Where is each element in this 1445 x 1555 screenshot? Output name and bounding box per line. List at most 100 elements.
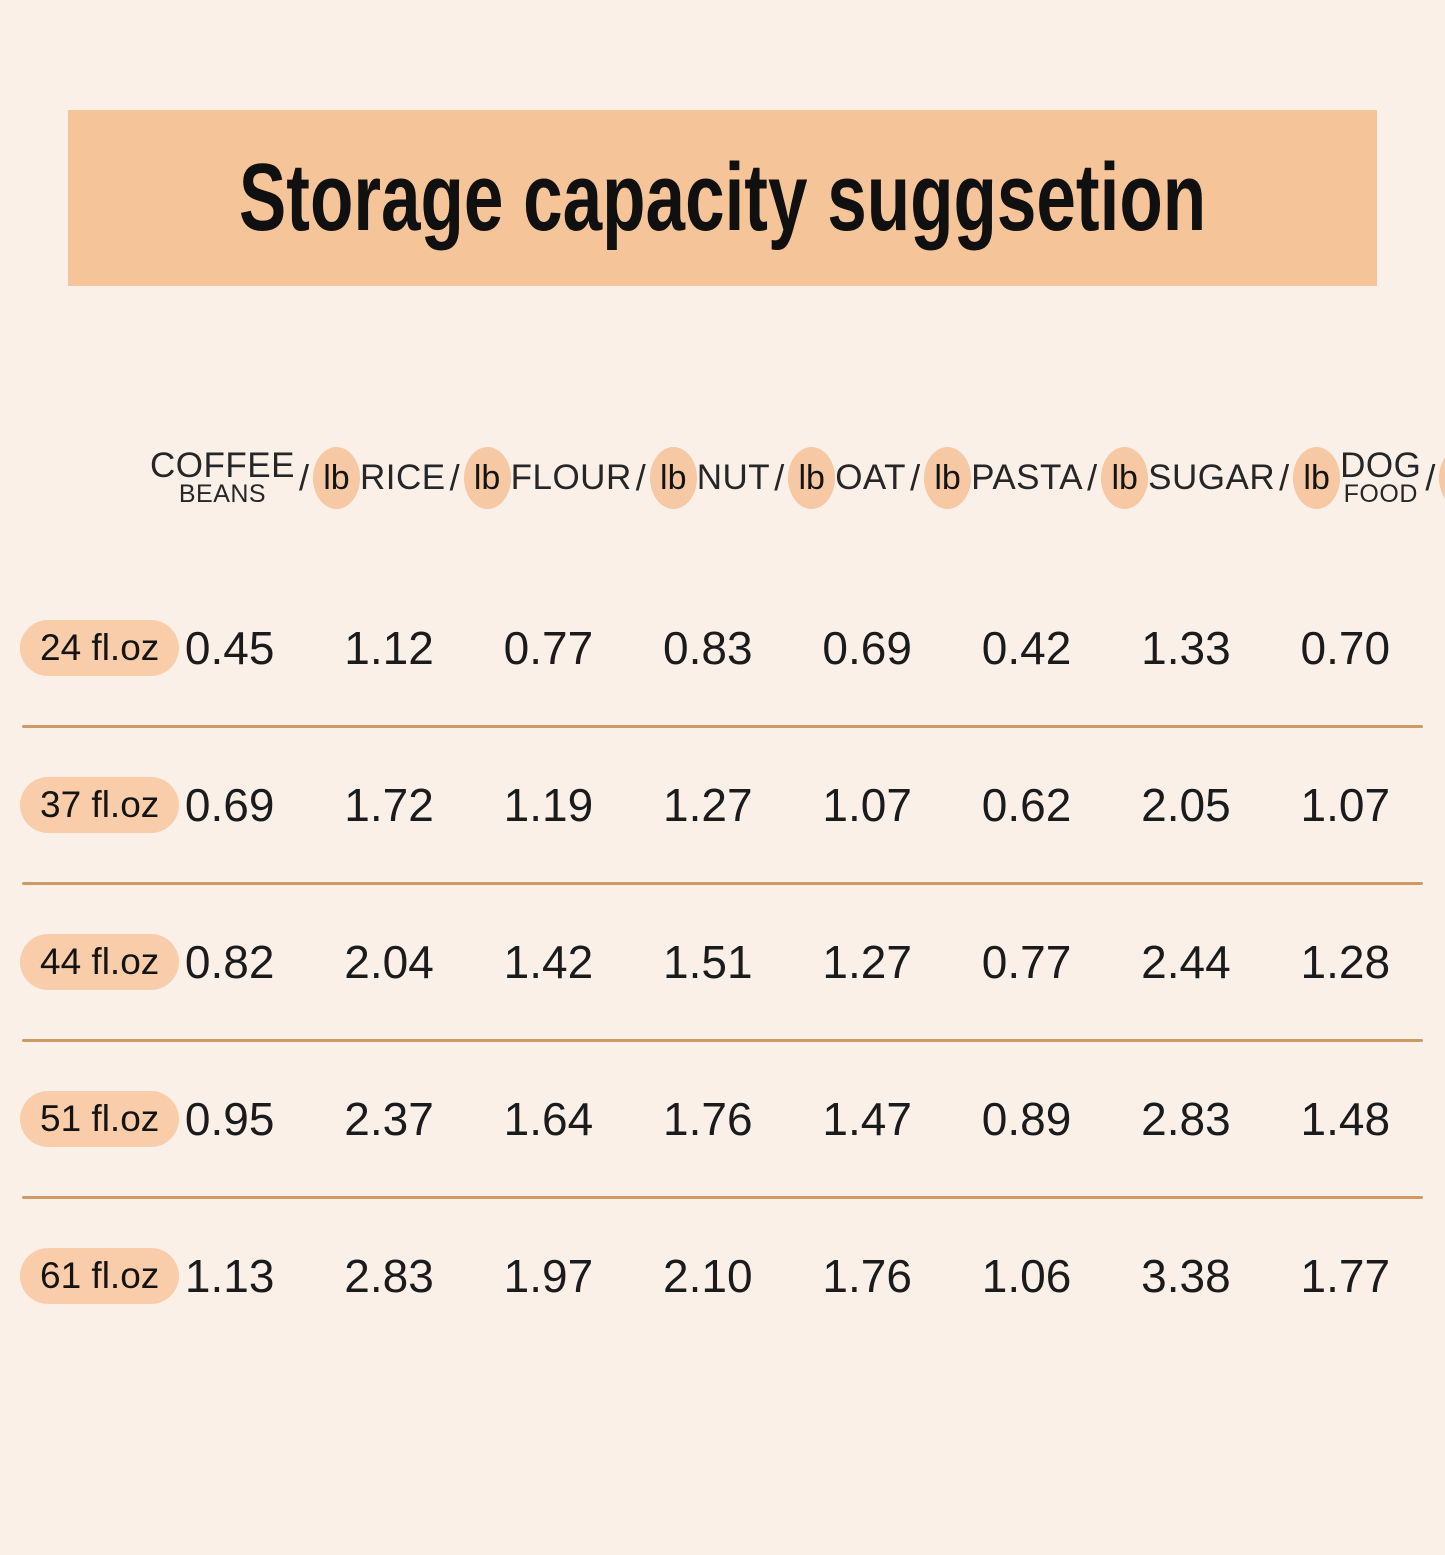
row-label: 61 fl.oz: [20, 1248, 180, 1304]
cell-value: 1.72: [344, 779, 434, 831]
unit-badge: lb: [924, 447, 972, 509]
cell-value: 1.77: [1300, 1250, 1391, 1302]
cell-value: 1.76: [822, 1250, 912, 1302]
row-label: 51 fl.oz: [20, 1091, 180, 1147]
cell-value: 2.37: [344, 1093, 434, 1145]
cell-value: 2.05: [1141, 779, 1231, 831]
column-header-flour: FLOUR / lb: [511, 447, 697, 509]
table-body: 24 fl.oz 0.45 1.12 0.77 0.83 0.69 0.42 1…: [20, 571, 1425, 1353]
slash-separator: /: [449, 457, 460, 498]
cell-value: 1.27: [663, 779, 753, 831]
cell-value: 1.12: [344, 622, 434, 674]
cell-value: 0.82: [184, 936, 275, 988]
cell-value: 1.64: [503, 1093, 594, 1145]
row-label-cell: 44 fl.oz: [20, 934, 180, 990]
column-header-coffee-beans: COFFEE BEANS / lb: [150, 447, 360, 509]
slash-separator: /: [910, 457, 921, 498]
row-label-cell: 24 fl.oz: [20, 620, 180, 676]
cell-value: 1.76: [663, 1093, 753, 1145]
column-header-nut: NUT / lb: [696, 447, 836, 509]
unit-badge: lb: [1439, 447, 1445, 509]
column-header-pasta: PASTA / lb: [971, 447, 1149, 509]
column-name: FLOUR: [510, 458, 632, 497]
table-row: 44 fl.oz 0.82 2.04 1.42 1.51 1.27 0.77 2…: [20, 885, 1425, 1039]
column-name: PASTA: [971, 458, 1084, 497]
title-banner: Storage capacity suggsetion: [68, 110, 1377, 286]
slash-separator: /: [298, 457, 309, 498]
page-title: Storage capacity suggsetion: [238, 144, 1207, 251]
row-divider: [22, 1039, 1423, 1042]
column-name: RICE: [359, 458, 446, 497]
cell-value: 0.69: [822, 622, 912, 674]
cell-value: 0.69: [184, 779, 275, 831]
cell-value: 0.95: [184, 1093, 275, 1145]
row-label-cell: 37 fl.oz: [20, 777, 180, 833]
row-divider: [22, 725, 1423, 728]
cell-value: 3.38: [1141, 1250, 1231, 1302]
row-divider: [22, 1196, 1423, 1199]
cell-value: 2.83: [1141, 1093, 1231, 1145]
cell-value: 1.27: [822, 936, 912, 988]
slash-separator: /: [1279, 457, 1290, 498]
cell-value: 0.62: [981, 779, 1072, 831]
cell-value: 1.47: [822, 1093, 912, 1145]
cell-value: 2.04: [344, 936, 434, 988]
cell-value: 1.48: [1300, 1093, 1391, 1145]
table-row: 51 fl.oz 0.95 2.37 1.64 1.76 1.47 0.89 2…: [20, 1042, 1425, 1196]
slash-separator: /: [1087, 457, 1098, 498]
cell-value: 1.07: [1300, 779, 1391, 831]
row-label: 37 fl.oz: [20, 777, 180, 833]
column-name: OAT: [835, 458, 907, 497]
cell-value: 0.77: [981, 936, 1072, 988]
column-header-dog-food: DOG FOOD / lb: [1340, 447, 1445, 509]
unit-badge: lb: [312, 447, 360, 509]
column-header-oat: OAT / lb: [835, 447, 972, 509]
column-name: NUT: [696, 458, 771, 497]
slash-separator: /: [1425, 457, 1436, 498]
table-row: 37 fl.oz 0.69 1.72 1.19 1.27 1.07 0.62 2…: [20, 728, 1425, 882]
cell-value: 0.70: [1300, 622, 1391, 674]
cell-value: 1.13: [184, 1250, 275, 1302]
cell-value: 0.77: [503, 622, 594, 674]
cell-value: 1.33: [1141, 622, 1231, 674]
column-name: COFFEE BEANS: [150, 446, 295, 508]
cell-value: 1.19: [503, 779, 594, 831]
column-header-rice: RICE / lb: [360, 447, 511, 509]
table-header-row: COFFEE BEANS / lb RICE / lb FLOUR / lb N…: [20, 436, 1445, 520]
cell-value: 1.28: [1300, 936, 1391, 988]
row-label: 24 fl.oz: [20, 620, 180, 676]
column-name-line1: DOG: [1340, 446, 1422, 486]
cell-value: 1.97: [503, 1250, 594, 1302]
cell-value: 2.44: [1141, 936, 1231, 988]
cell-value: 0.89: [981, 1093, 1072, 1145]
unit-badge: lb: [788, 447, 836, 509]
column-name-line1: COFFEE: [150, 446, 295, 486]
unit-badge: lb: [1101, 447, 1149, 509]
cell-value: 1.07: [822, 779, 912, 831]
table-row: 61 fl.oz 1.13 2.83 1.97 2.10 1.76 1.06 3…: [20, 1199, 1425, 1353]
cell-value: 0.42: [981, 622, 1072, 674]
unit-badge: lb: [1293, 447, 1341, 509]
cell-value: 1.51: [663, 936, 753, 988]
row-label-cell: 51 fl.oz: [20, 1091, 180, 1147]
column-header-sugar: SUGAR / lb: [1148, 447, 1341, 509]
row-divider: [22, 882, 1423, 885]
cell-value: 2.83: [344, 1250, 434, 1302]
column-name: DOG FOOD: [1340, 446, 1422, 508]
unit-badge: lb: [649, 447, 697, 509]
column-name-line2: FOOD: [1343, 479, 1418, 508]
slash-separator: /: [635, 457, 646, 498]
column-name-line2: BEANS: [178, 479, 267, 508]
cell-value: 0.45: [184, 622, 275, 674]
infographic-canvas: Storage capacity suggsetion COFFEE BEANS…: [0, 110, 1445, 1555]
slash-separator: /: [774, 457, 785, 498]
unit-badge: lb: [463, 447, 511, 509]
row-label: 44 fl.oz: [20, 934, 180, 990]
table-row: 24 fl.oz 0.45 1.12 0.77 0.83 0.69 0.42 1…: [20, 571, 1425, 725]
cell-value: 0.83: [663, 622, 753, 674]
column-name: SUGAR: [1148, 458, 1276, 497]
cell-value: 2.10: [663, 1250, 753, 1302]
row-label-cell: 61 fl.oz: [20, 1248, 180, 1304]
cell-value: 1.06: [981, 1250, 1072, 1302]
cell-value: 1.42: [503, 936, 594, 988]
